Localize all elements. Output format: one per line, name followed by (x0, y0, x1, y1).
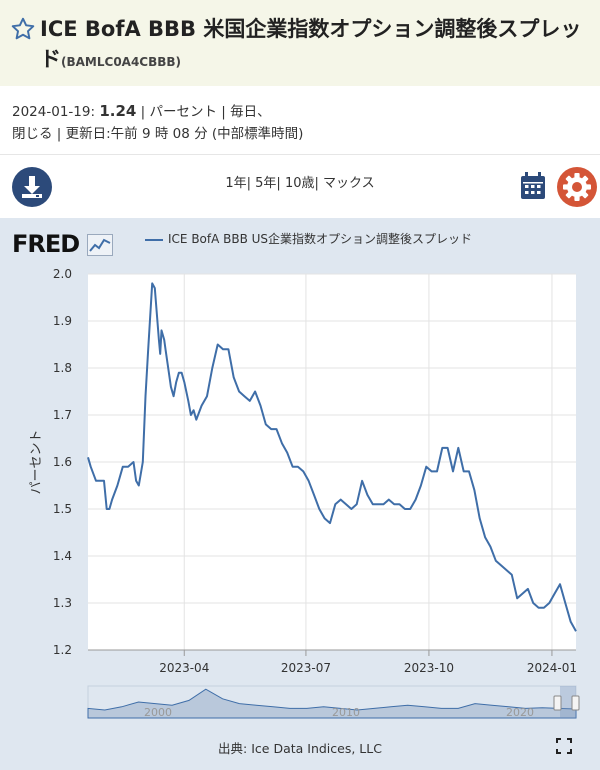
y-axis-label: パーセント (29, 429, 44, 494)
meta-line-1: 2024-01-19: 1.24 | パーセント | 毎日、 (12, 100, 592, 123)
x-tick-label: 2023-10 (404, 661, 454, 675)
y-tick-label: 1.3 (53, 596, 72, 610)
title-bar: ICE BofA BBB 米国企業指数オプション調整後スプレッド(BAMLC0A… (0, 0, 600, 86)
observation-date: 2024-01-19: (12, 104, 96, 120)
gridlines (88, 273, 576, 651)
x-tick-label: 2024-01 (527, 661, 577, 675)
range-5y[interactable]: 5年 (255, 176, 277, 191)
x-tick-label: 2023-04 (159, 661, 209, 675)
range-max[interactable]: マックス (323, 176, 375, 191)
navigator-area (87, 688, 577, 719)
meta-units-frequency: | パーセント | 毎日、 (140, 104, 271, 120)
y-tick-label: 2.0 (53, 267, 72, 281)
legend-swatch (145, 239, 163, 241)
fullscreen-icon[interactable] (556, 738, 572, 754)
y-tick-label: 1.2 (53, 643, 72, 657)
y-tick-label: 1.6 (53, 455, 72, 469)
series-line (87, 282, 577, 632)
settings-button[interactable] (557, 167, 597, 207)
navigator-handle-right[interactable] (571, 695, 580, 711)
calendar-icon[interactable] (520, 172, 546, 200)
series-meta: 2024-01-19: 1.24 | パーセント | 毎日、 閉じる | 更新日… (12, 100, 592, 145)
range-separator: | (276, 176, 281, 191)
series-group (87, 282, 577, 632)
x-tick-label: 2023-07 (281, 661, 331, 675)
date-range-selector: 1年| 5年| 10歳| マックス (0, 172, 600, 191)
range-separator: | (314, 176, 319, 191)
x-axis-ticks: 2023-04 2023-07 2023-10 2024-01 (159, 650, 577, 675)
y-tick-label: 1.8 (53, 361, 72, 375)
fred-logo-text: FRED (12, 230, 80, 258)
download-button[interactable] (12, 167, 52, 207)
chart-logo-icon (86, 234, 113, 256)
gear-icon (563, 173, 591, 201)
source-note: 出典: Ice Data Indices, LLC (218, 741, 382, 756)
range-separator: | (246, 176, 251, 191)
navigator: 2000 2010 2020 (87, 685, 580, 719)
observation-value: 1.24 (99, 102, 137, 120)
chart-svg: 1.21.31.41.51.61.71.81.92.0 2023-04 2023-… (29, 267, 580, 719)
y-tick-label: 1.5 (53, 502, 72, 516)
navigator-year-label: 2000 (144, 706, 172, 719)
navigator-handle-left[interactable] (553, 695, 562, 711)
download-icon (22, 176, 42, 198)
y-tick-label: 1.9 (53, 314, 72, 328)
y-axis-ticks: 1.2 1.3 1.4 1.5 1.6 1.7 1.8 1.9 2.0 (53, 267, 72, 657)
y-tick-label: 1.4 (53, 549, 72, 563)
navigator-year-label: 2010 (332, 706, 360, 719)
divider (0, 154, 600, 155)
chart-area: FRED ICE BofA BBB US企業指数オプション調整後スプレッド 1.… (0, 218, 600, 770)
star-icon[interactable] (10, 16, 36, 42)
meta-line-2: 閉じる | 更新日:午前 9 時 08 分 (中部標準時間) (12, 126, 304, 142)
range-10y[interactable]: 10歳 (284, 176, 315, 191)
navigator-year-label: 2020 (506, 706, 534, 719)
legend-label: ICE BofA BBB US企業指数オプション調整後スプレッド (168, 232, 473, 246)
y-tick-label: 1.7 (53, 408, 72, 422)
series-code: (BAMLC0A4CBBB) (61, 55, 182, 69)
range-1y[interactable]: 1年 (225, 176, 247, 191)
fred-logo: FRED (12, 230, 113, 258)
series-title: ICE BofA BBB 米国企業指数オプション調整後スプレッド (40, 17, 582, 71)
page-title: ICE BofA BBB 米国企業指数オプション調整後スプレッド(BAMLC0A… (40, 14, 592, 77)
